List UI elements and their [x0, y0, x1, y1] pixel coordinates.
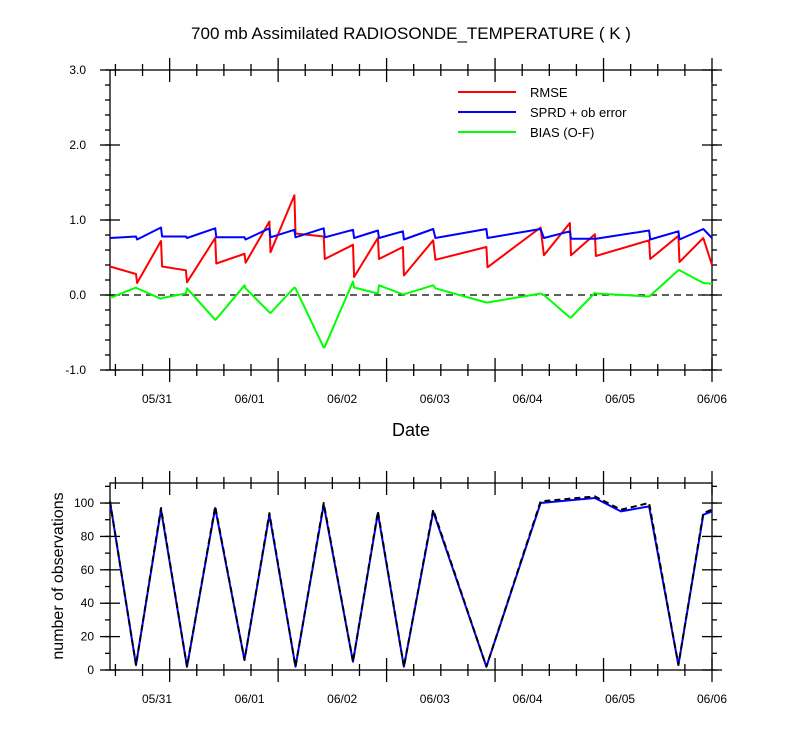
y-tick-label: 0 — [87, 663, 94, 677]
x-tick-label-06-06: 06/06 — [697, 392, 727, 406]
y-tick-label: 3.0 — [69, 63, 86, 77]
y-tick-label: 100 — [74, 496, 94, 510]
legend-label-bias-o-f-: BIAS (O-F) — [530, 125, 594, 140]
y-tick-label: 2.0 — [69, 138, 86, 152]
x-axis-label: Date — [392, 420, 430, 440]
y-tick-label: 40 — [81, 596, 95, 610]
series-line-bias-o-f- — [109, 269, 713, 349]
x-tick-label-05-31: 05/31 — [142, 692, 172, 706]
y-axis-label-observations: number of observations — [50, 492, 67, 659]
y-tick-label: 0.0 — [69, 288, 86, 302]
x-tick-label-06-02: 06/02 — [327, 392, 357, 406]
y-tick-label: 60 — [81, 563, 95, 577]
legend-label-rmse: RMSE — [530, 85, 568, 100]
chart-title: 700 mb Assimilated RADIOSONDE_TEMPERATUR… — [191, 24, 631, 43]
series-line-assimilated — [109, 497, 713, 668]
series-line-sprd-ob-error — [109, 226, 713, 241]
y-tick-label: 20 — [81, 630, 95, 644]
y-tick-label: -1.0 — [65, 363, 86, 377]
x-tick-label-06-03: 06/03 — [420, 692, 450, 706]
x-tick-label-06-02: 06/02 — [327, 692, 357, 706]
x-tick-label-05-31: 05/31 — [142, 392, 172, 406]
y-tick-label: 80 — [81, 529, 95, 543]
x-tick-label-06-03: 06/03 — [420, 392, 450, 406]
legend-label-sprd-ob-error: SPRD + ob error — [530, 105, 627, 120]
x-tick-label-06-06: 06/06 — [697, 692, 727, 706]
x-tick-label-06-05: 06/05 — [605, 692, 635, 706]
x-tick-label-06-04: 06/04 — [512, 692, 542, 706]
y-tick-label: 1.0 — [69, 213, 86, 227]
top-chart: 700 mb Assimilated RADIOSONDE_TEMPERATUR… — [65, 24, 727, 440]
x-tick-label-06-01: 06/01 — [235, 392, 265, 406]
series-line-rmse — [109, 194, 713, 284]
bottom-chart: number of observations 05/31 06/01 06/02 06… — [50, 471, 727, 706]
series-line-available — [109, 495, 713, 668]
bottom-plot-frame — [109, 482, 713, 671]
x-tick-label-06-05: 06/05 — [605, 392, 635, 406]
x-tick-label-06-04: 06/04 — [512, 392, 542, 406]
x-tick-label-06-01: 06/01 — [235, 692, 265, 706]
